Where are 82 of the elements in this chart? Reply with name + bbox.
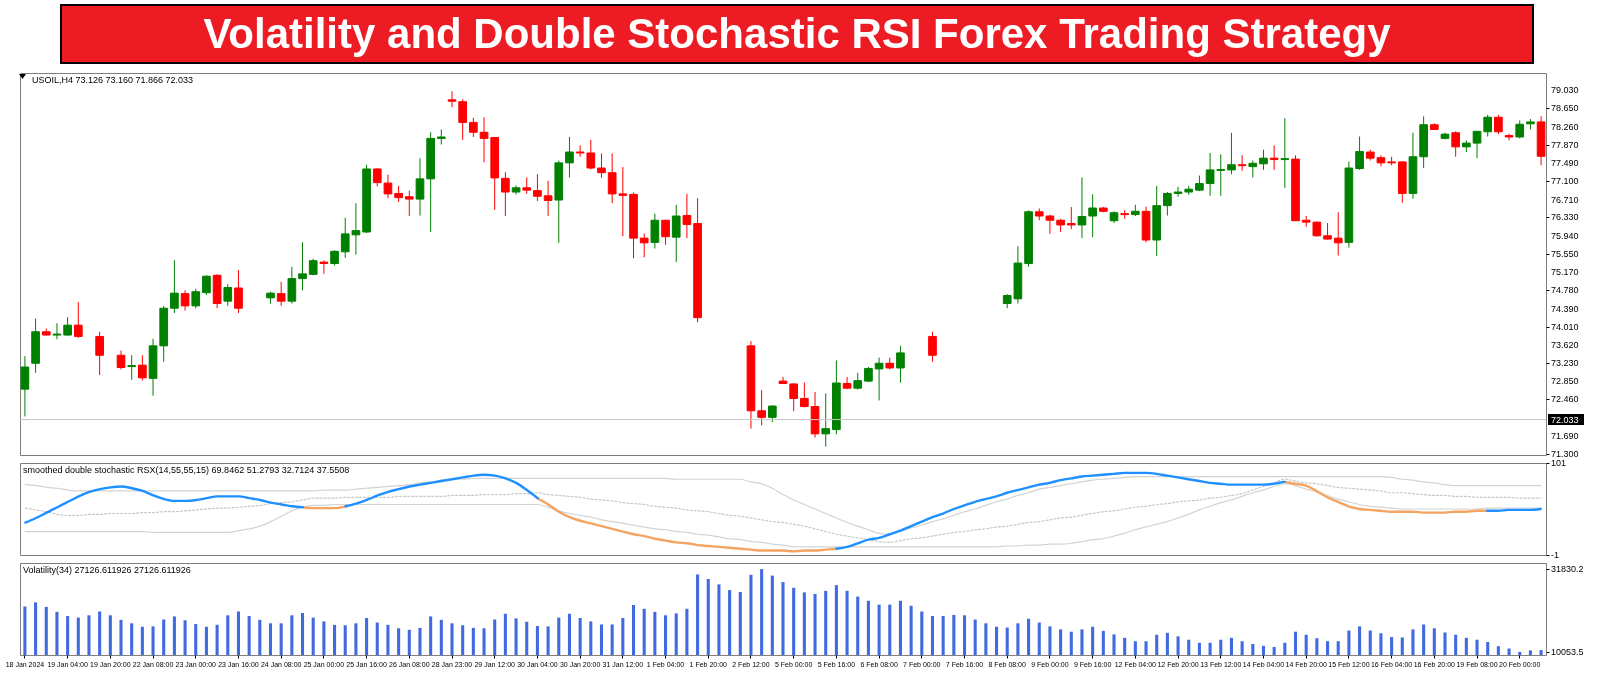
candlestick [501,171,510,217]
y-tick-label: 77.870 [1551,139,1579,150]
y-tick-label: 10053.5 [1551,647,1584,658]
candlestick [1163,191,1172,217]
y-tick-label: 101 [1551,458,1567,468]
candlestick [639,232,649,258]
candlestick [1333,211,1343,257]
candlestick [287,266,297,305]
chart-title: smoothed double stochastic RSX(14,55,55,15) 69.8462 51.2793 32.7124 37.5508 [23,465,350,475]
y-tick-label: 73.230 [1551,358,1579,369]
candlestick [20,355,30,417]
candlestick [896,345,905,384]
chart-subtitle: USOIL,H4 73.126 73.160 71.866 72.033 [32,75,194,85]
candlestick [682,193,692,239]
y-tick-label: 75.550 [1551,249,1579,260]
candlestick [1227,132,1236,175]
candlestick [1237,154,1247,172]
candlestick [234,269,243,314]
y-tick-label: 76.330 [1551,212,1579,223]
y-tick-label: 77.490 [1551,157,1579,168]
candlestick [458,98,468,141]
candlestick [52,322,62,340]
y-tick-label: 79.030 [1551,85,1579,96]
y-tick-label: 77.100 [1551,176,1579,187]
candlestick [415,157,425,217]
y-tick-label: 74.010 [1551,321,1579,332]
candlestick [73,301,83,339]
y-tick-label: 71.300 [1551,449,1579,460]
candlestick [800,382,809,408]
candlestick [191,288,201,309]
candlestick [821,392,831,448]
candlestick [276,281,286,307]
candlestick [1066,206,1076,230]
y-tick-label: 31830.2 [1551,563,1584,574]
candlestick [404,190,414,217]
candlestick [1259,149,1268,171]
candlestick [650,213,660,249]
y-tick-label: 75.170 [1551,267,1579,277]
candlestick [447,90,457,108]
candlestick [223,283,233,307]
candlestick [116,350,126,370]
y-tick-label: -1 [1551,550,1560,560]
candlestick [63,316,72,337]
y-tick-label: 72.850 [1551,376,1579,387]
candlestick [127,354,137,381]
candlestick [661,219,670,246]
candlestick [1355,136,1364,171]
y-tick-label: 71.690 [1551,430,1579,441]
candlestick [1451,130,1461,158]
candlestick [842,376,852,390]
y-tick-label: 75.940 [1551,230,1579,241]
candlestick [298,241,307,291]
candlestick [533,173,542,202]
chart-title: Volatility(34) 27126.611926 27126.611926 [23,565,191,575]
candlestick [757,389,766,426]
candlestick [1077,176,1087,239]
y-tick-label: 76.710 [1551,194,1579,205]
y-tick-label: 74.390 [1551,303,1579,314]
candlestick [597,152,606,179]
candlestick [928,331,937,363]
y-tick-label: 73.620 [1551,339,1579,350]
candlestick [319,259,329,275]
candlestick [671,204,681,263]
candlestick [874,357,884,401]
candlestick [565,136,574,178]
candlestick [1494,114,1503,135]
candlestick [469,117,478,138]
candlestick [1269,144,1279,171]
ref-line-label: 72.033 [1551,414,1579,425]
candlestick [138,354,147,382]
candlestick [543,180,553,217]
y-tick-label: 78.260 [1551,121,1579,132]
candlestick [202,274,211,296]
y-tick-label: 74.780 [1551,285,1579,296]
y-tick-label: 78.650 [1551,103,1579,114]
candlestick [1088,193,1097,238]
candlestick [95,331,104,376]
candlestick [180,289,190,312]
candlestick [170,259,179,314]
y-tick-label: 72.460 [1551,394,1579,405]
candlestick [789,382,799,412]
candlestick [1280,117,1290,189]
